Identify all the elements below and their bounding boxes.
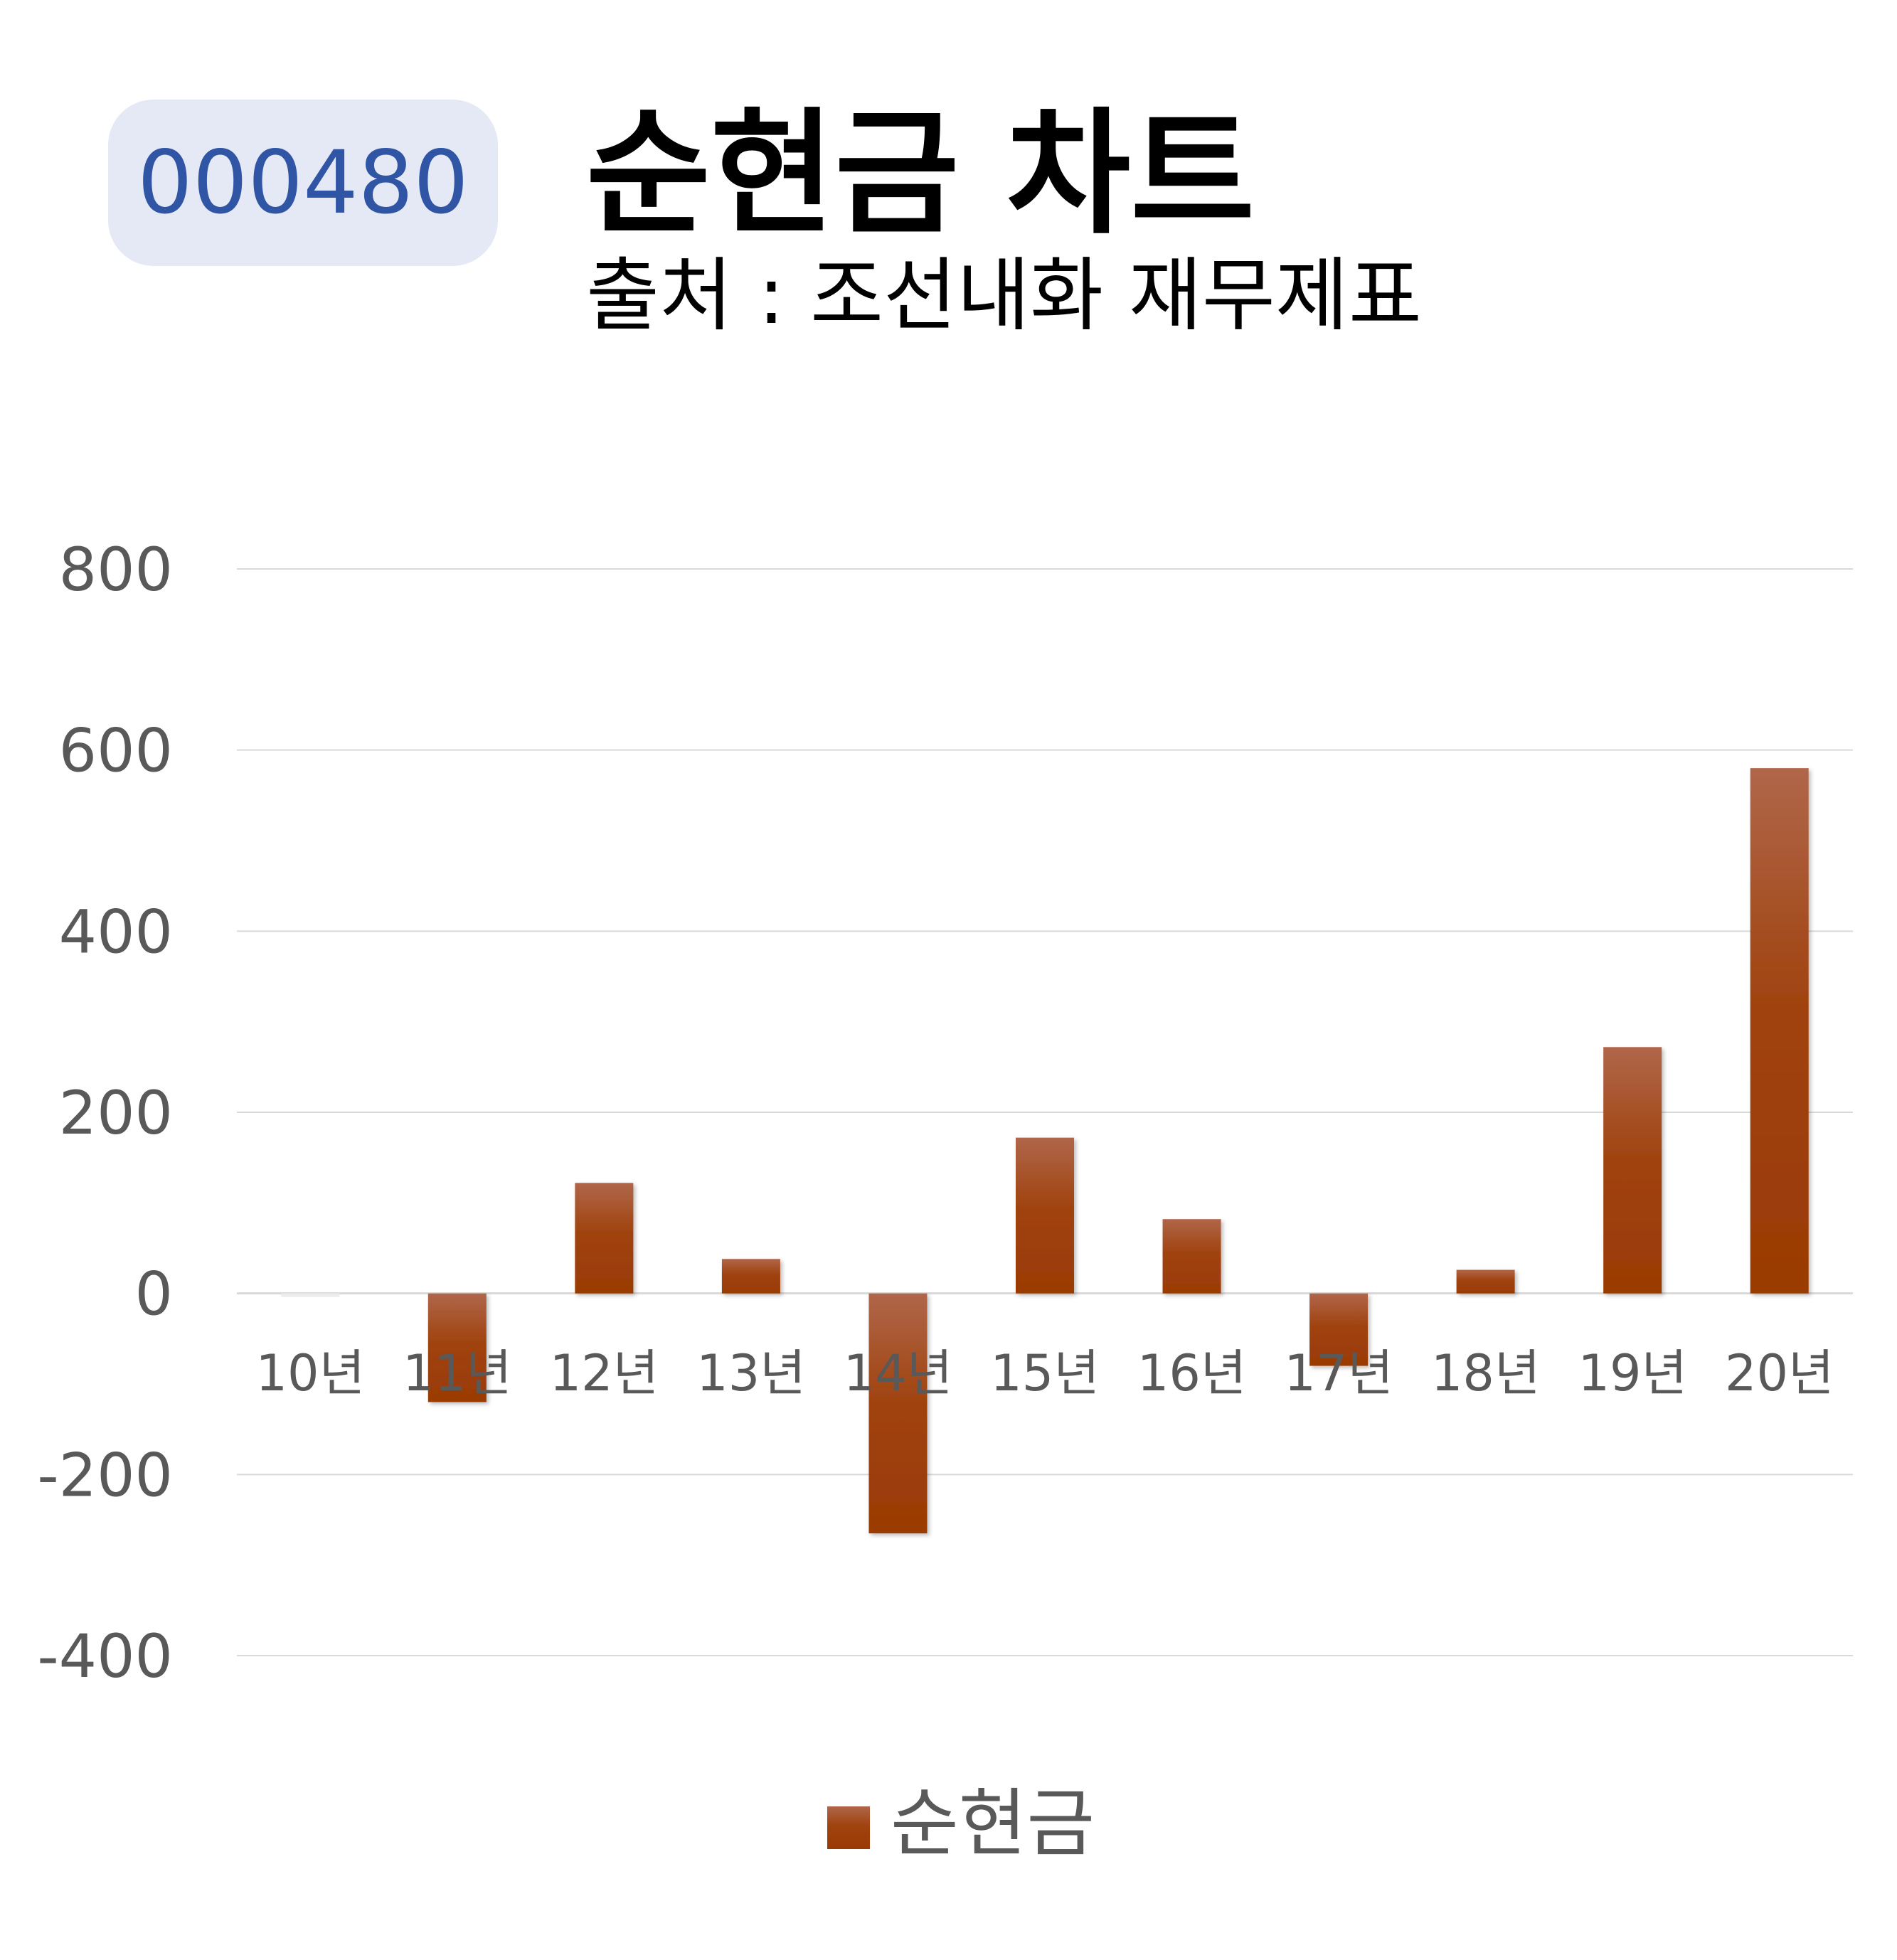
x-tick-label: 13년 xyxy=(696,1344,805,1402)
bar-19년 xyxy=(1603,1047,1662,1294)
x-tick-label: 20년 xyxy=(1725,1344,1834,1402)
bar-20년 xyxy=(1750,768,1809,1294)
page-title: 순현금 차트 xyxy=(586,95,1255,252)
x-tick-label: 14년 xyxy=(844,1344,952,1402)
bar-16년 xyxy=(1162,1219,1221,1294)
bars xyxy=(281,768,1809,1534)
stock-code-badge: 000480 xyxy=(108,100,498,266)
x-tick-label: 12년 xyxy=(550,1344,659,1402)
x-tick-label: 18년 xyxy=(1431,1344,1540,1402)
y-tick-label: 600 xyxy=(59,716,173,786)
y-tick-label: 200 xyxy=(59,1078,173,1148)
legend: 순현금 xyxy=(827,1780,1095,1867)
bar-13년 xyxy=(721,1259,780,1294)
y-axis-ticks: 800 600 400 200 0 -200 -400 xyxy=(37,535,173,1691)
bar-17년 xyxy=(1309,1293,1369,1366)
stock-code: 000480 xyxy=(137,132,469,233)
legend-swatch xyxy=(827,1806,870,1849)
x-tick-label: 19년 xyxy=(1578,1344,1686,1402)
x-axis-ticks: 10년 11년 12년 13년 14년 15년 16년 17년 18년 19년 20년 xyxy=(256,1344,1834,1402)
y-tick-label: -200 xyxy=(37,1440,173,1510)
x-tick-label: 16년 xyxy=(1137,1344,1246,1402)
bar-14년 xyxy=(868,1293,928,1534)
x-tick-label: 17년 xyxy=(1284,1344,1393,1402)
y-tick-label: 400 xyxy=(59,897,173,966)
bar-12년 xyxy=(575,1183,634,1294)
x-tick-label: 10년 xyxy=(256,1344,365,1402)
x-tick-label: 11년 xyxy=(403,1344,511,1402)
y-tick-label: 0 xyxy=(135,1259,173,1329)
bar-18년 xyxy=(1456,1269,1515,1294)
bar-15년 xyxy=(1016,1137,1074,1294)
bar-11년 xyxy=(427,1293,487,1402)
y-tick-label: 800 xyxy=(59,535,173,604)
bar-10년 xyxy=(281,1293,340,1297)
legend-label: 순현금 xyxy=(891,1780,1095,1867)
y-tick-label: -400 xyxy=(37,1621,173,1691)
x-tick-label: 15년 xyxy=(990,1344,1099,1402)
page-subtitle: 출처 : 조선내화 재무제표 xyxy=(586,250,1422,342)
